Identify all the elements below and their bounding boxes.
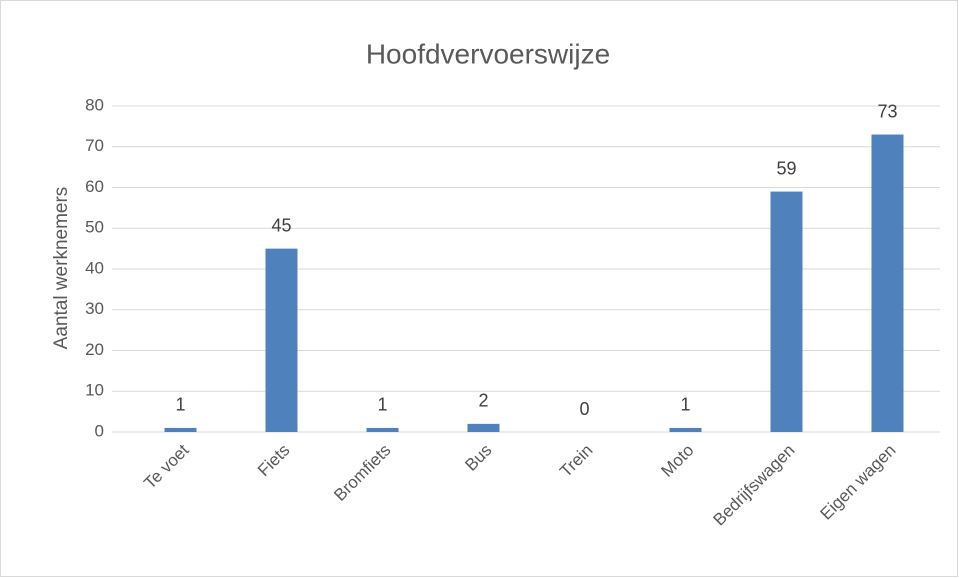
bar — [164, 427, 197, 432]
y-tick-label: 70 — [85, 136, 104, 155]
data-label: 1 — [377, 395, 387, 415]
y-tick-label: 50 — [85, 218, 104, 237]
bar — [467, 423, 500, 432]
bar — [366, 427, 399, 432]
data-label: 59 — [776, 158, 796, 178]
y-tick-label: 20 — [85, 340, 104, 359]
bar — [669, 427, 702, 432]
y-axis-label: Aantal werknemers — [51, 187, 72, 350]
data-label: 45 — [271, 215, 291, 235]
y-tick-label: 80 — [85, 95, 104, 114]
bar — [265, 248, 298, 432]
y-tick-label: 40 — [85, 258, 104, 277]
y-tick-label: 30 — [85, 299, 104, 318]
data-label: 1 — [680, 395, 690, 415]
data-label: 1 — [175, 395, 185, 415]
bar — [871, 134, 904, 432]
y-tick-label: 60 — [85, 177, 104, 196]
data-label: 2 — [478, 391, 488, 411]
data-label: 0 — [579, 399, 589, 419]
y-tick-label: 0 — [95, 421, 104, 440]
y-tick-label: 10 — [85, 381, 104, 400]
bar — [770, 191, 803, 432]
chart-title: Hoofdvervoerswijze — [366, 38, 610, 69]
data-label: 73 — [877, 101, 897, 121]
